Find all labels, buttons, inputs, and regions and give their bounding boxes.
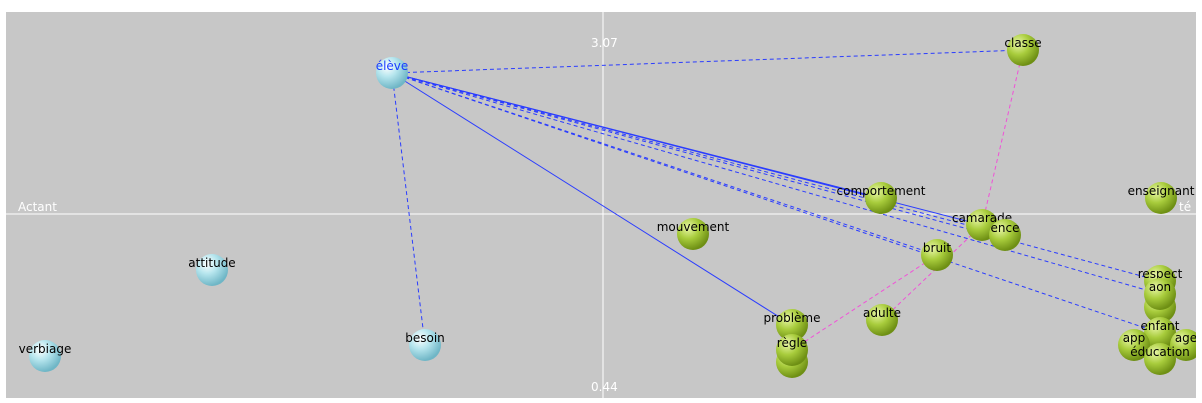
node[interactable]: adulte [863, 304, 901, 336]
node-label: comportement [837, 184, 926, 198]
node-label: enseignant [1128, 184, 1195, 198]
link-line [881, 224, 983, 321]
node-label: verbiage [19, 342, 72, 356]
node-sphere[interactable] [1118, 329, 1150, 361]
x-axis-right-label: té [1179, 200, 1191, 214]
nodes-layer: élève attitude verbiage besoin classe comport… [19, 34, 1196, 378]
node-label: problème [763, 311, 820, 325]
link-line [391, 72, 426, 346]
link-line [391, 72, 1161, 295]
node[interactable]: besoin [405, 329, 445, 361]
node-label: règle [777, 336, 807, 350]
node[interactable]: classe [1004, 34, 1042, 66]
x-axis-left-label: Actant [18, 200, 57, 214]
node-label: attitude [188, 256, 235, 270]
node-sphere[interactable] [866, 304, 898, 336]
node[interactable]: attitude [188, 254, 236, 286]
link-line [981, 49, 1024, 226]
link-line [791, 254, 938, 351]
node-label: éducation [1130, 345, 1190, 359]
plot-area: Actant té 3.07 0.44 élève attitude verbiag… [6, 12, 1196, 398]
node-sphere[interactable] [409, 329, 441, 361]
node-sphere[interactable] [677, 218, 709, 250]
node-sphere[interactable] [776, 334, 808, 366]
node-sphere[interactable] [29, 340, 61, 372]
link-line [391, 72, 1006, 236]
node-sphere[interactable] [1007, 34, 1039, 66]
node-sphere[interactable] [776, 309, 808, 341]
node-sphere[interactable] [1144, 278, 1176, 310]
node-label: app [1123, 331, 1146, 345]
node[interactable]: enfant [1141, 317, 1180, 349]
node[interactable]: app [1118, 329, 1150, 361]
node-label: élève [376, 59, 409, 73]
link-line [391, 72, 793, 326]
link-line [391, 72, 938, 256]
node-sphere[interactable] [1145, 182, 1177, 214]
node-sphere[interactable] [865, 182, 897, 214]
node-sphere[interactable] [1144, 343, 1176, 375]
node[interactable]: mouvement [657, 218, 730, 250]
node-label: adulte [863, 306, 901, 320]
node[interactable]: bruit [921, 239, 953, 271]
node-label: classe [1004, 36, 1041, 50]
node-label: bruit [923, 241, 951, 255]
y-axis-top-label: 3.07 [591, 36, 618, 50]
node-sphere[interactable] [989, 219, 1021, 251]
node-sphere[interactable] [921, 239, 953, 271]
node-label: respect [1138, 267, 1183, 281]
link-line [391, 72, 1161, 282]
node-label: besoin [405, 331, 445, 345]
node[interactable]: ence [989, 219, 1021, 251]
node-sphere[interactable] [376, 57, 408, 89]
link-line [391, 49, 1024, 74]
node-label: mouvement [657, 220, 730, 234]
node-label: aon [1149, 280, 1171, 294]
node-sphere[interactable] [1170, 329, 1196, 361]
node[interactable]: aon [1144, 278, 1176, 310]
node[interactable]: age [1170, 329, 1196, 361]
node-sphere[interactable] [1144, 317, 1176, 349]
network-plot[interactable]: Actant té 3.07 0.44 élève attitude verbiag… [6, 12, 1196, 398]
node[interactable]: problème [763, 309, 821, 341]
node-sphere[interactable] [196, 254, 228, 286]
node-label: age [1175, 331, 1196, 345]
node[interactable]: verbiage [19, 340, 72, 372]
node[interactable]: élève [376, 57, 409, 89]
node[interactable]: règle [776, 334, 808, 366]
node-label: ence [991, 221, 1020, 235]
node[interactable]: éducation [1130, 343, 1190, 375]
node-label: enfant [1141, 319, 1180, 333]
link-line [391, 72, 1161, 334]
links-layer [391, 49, 1161, 351]
node[interactable]: enseignant [1128, 182, 1195, 214]
node[interactable]: comportement [837, 182, 926, 214]
y-axis-bottom-label: 0.44 [591, 380, 618, 394]
